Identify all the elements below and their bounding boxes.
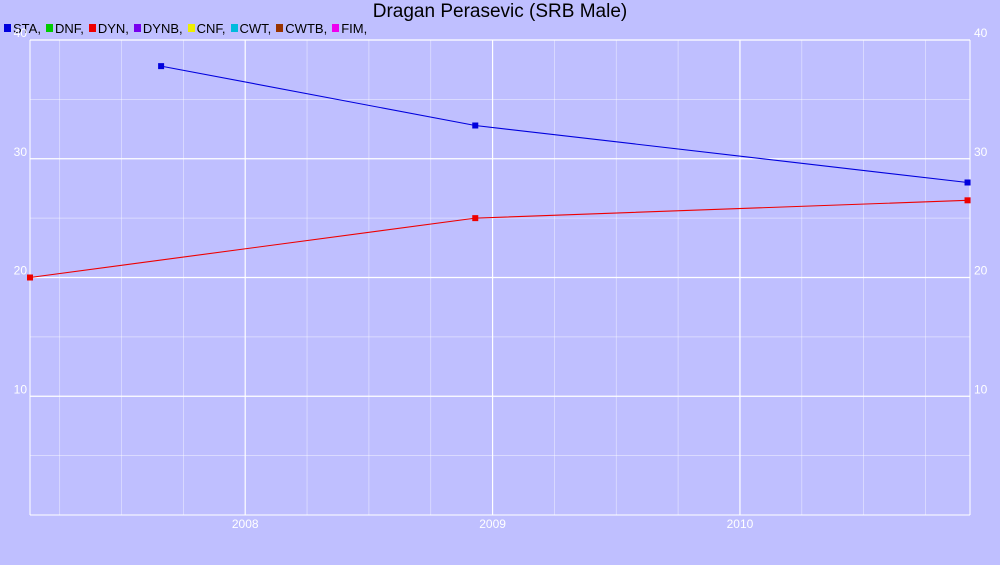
legend-label: DYNB, <box>142 20 183 36</box>
y-tick-label-left: 30 <box>14 145 28 159</box>
legend-item-fim: FIM, <box>332 21 367 36</box>
legend-item-cwt: CWT, <box>230 20 272 36</box>
legend-item-dnf: DNF, <box>45 20 84 36</box>
legend-label: FIM, <box>341 20 368 36</box>
legend-label: STA, <box>13 20 41 36</box>
x-tick-label: 2009 <box>479 517 506 531</box>
legend-swatch <box>133 24 141 32</box>
y-tick-label-left: 20 <box>14 264 28 278</box>
legend-item-cnf: CNF, <box>187 20 226 36</box>
chart-title: Dragan Perasevic (SRB Male) <box>372 1 628 22</box>
data-point-sta <box>158 63 165 70</box>
legend-item-dyn: DYN, <box>88 20 129 36</box>
legend-label: DNF, <box>54 20 84 36</box>
series-line-sta <box>161 65 968 184</box>
legend-swatch <box>332 24 340 32</box>
legend: STA, DNF, DYN, DYNB, CNF, CWT, CWTB, FIM, <box>4 20 372 36</box>
y-tick-label-right: 30 <box>974 145 988 159</box>
y-tick-label-right: 10 <box>974 382 988 396</box>
legend-item-sta: STA, <box>4 21 41 36</box>
legend-label: CNF, <box>196 20 226 36</box>
x-tick-label: 2010 <box>727 517 754 531</box>
legend-swatch <box>187 24 195 32</box>
legend-label: CWT, <box>239 20 272 36</box>
legend-swatch <box>88 24 96 32</box>
x-tick-label: 2008 <box>232 517 259 531</box>
data-point-dyn <box>472 215 479 222</box>
legend-swatch <box>230 24 238 32</box>
data-point-sta <box>964 179 971 186</box>
legend-label: CWTB, <box>285 20 328 36</box>
legend-swatch <box>45 24 53 32</box>
legend-label: DYN, <box>97 20 129 36</box>
y-tick-label-left: 10 <box>14 382 28 396</box>
data-point-dyn <box>964 197 971 204</box>
y-tick-label-right: 40 <box>974 26 988 40</box>
y-tick-label-right: 20 <box>974 264 988 278</box>
legend-item-dynb: DYNB, <box>133 20 183 36</box>
series-line-dyn <box>29 199 968 279</box>
data-point-sta <box>472 122 479 129</box>
y-tick-label-left: 40 <box>14 26 28 40</box>
legend-swatch <box>276 24 284 32</box>
data-point-dyn <box>27 274 33 281</box>
legend-swatch <box>4 24 11 32</box>
legend-item-cwtb: CWTB, <box>276 21 327 36</box>
